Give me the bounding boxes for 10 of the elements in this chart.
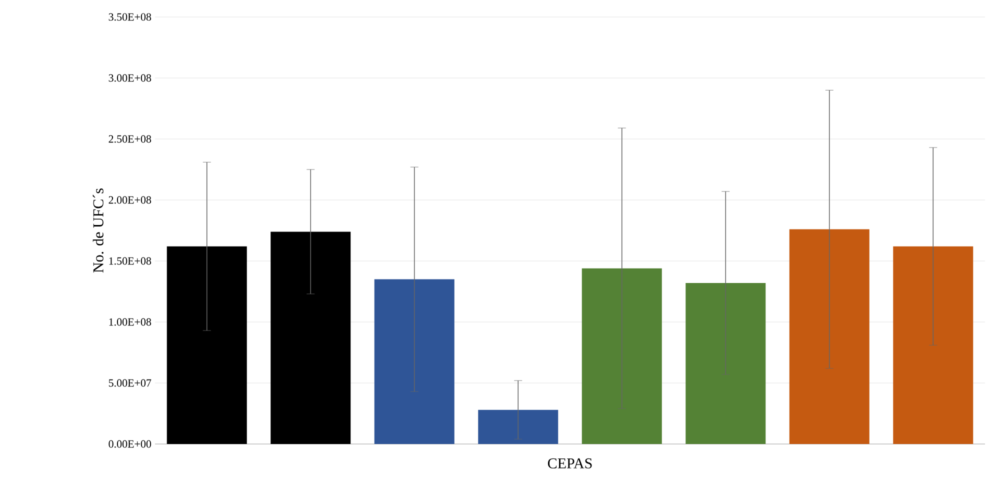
y-tick-label: 2.50E+08	[108, 135, 152, 143]
y-tick-label: 5.00E+07	[108, 379, 152, 387]
y-tick-label: 1.00E+08	[109, 318, 152, 326]
y-tick-label: 3.00E+08	[108, 74, 152, 82]
y-tick-label: 1.50E+08	[109, 257, 152, 265]
y-axis-title: No. de UFC´s	[92, 188, 104, 273]
x-axis-title: CEPAS	[548, 458, 592, 468]
y-tick-label: 0.00E+00	[108, 440, 152, 448]
y-tick-label: 2.00E+08	[108, 196, 152, 204]
y-tick-label: 3.50E+08	[108, 13, 152, 21]
